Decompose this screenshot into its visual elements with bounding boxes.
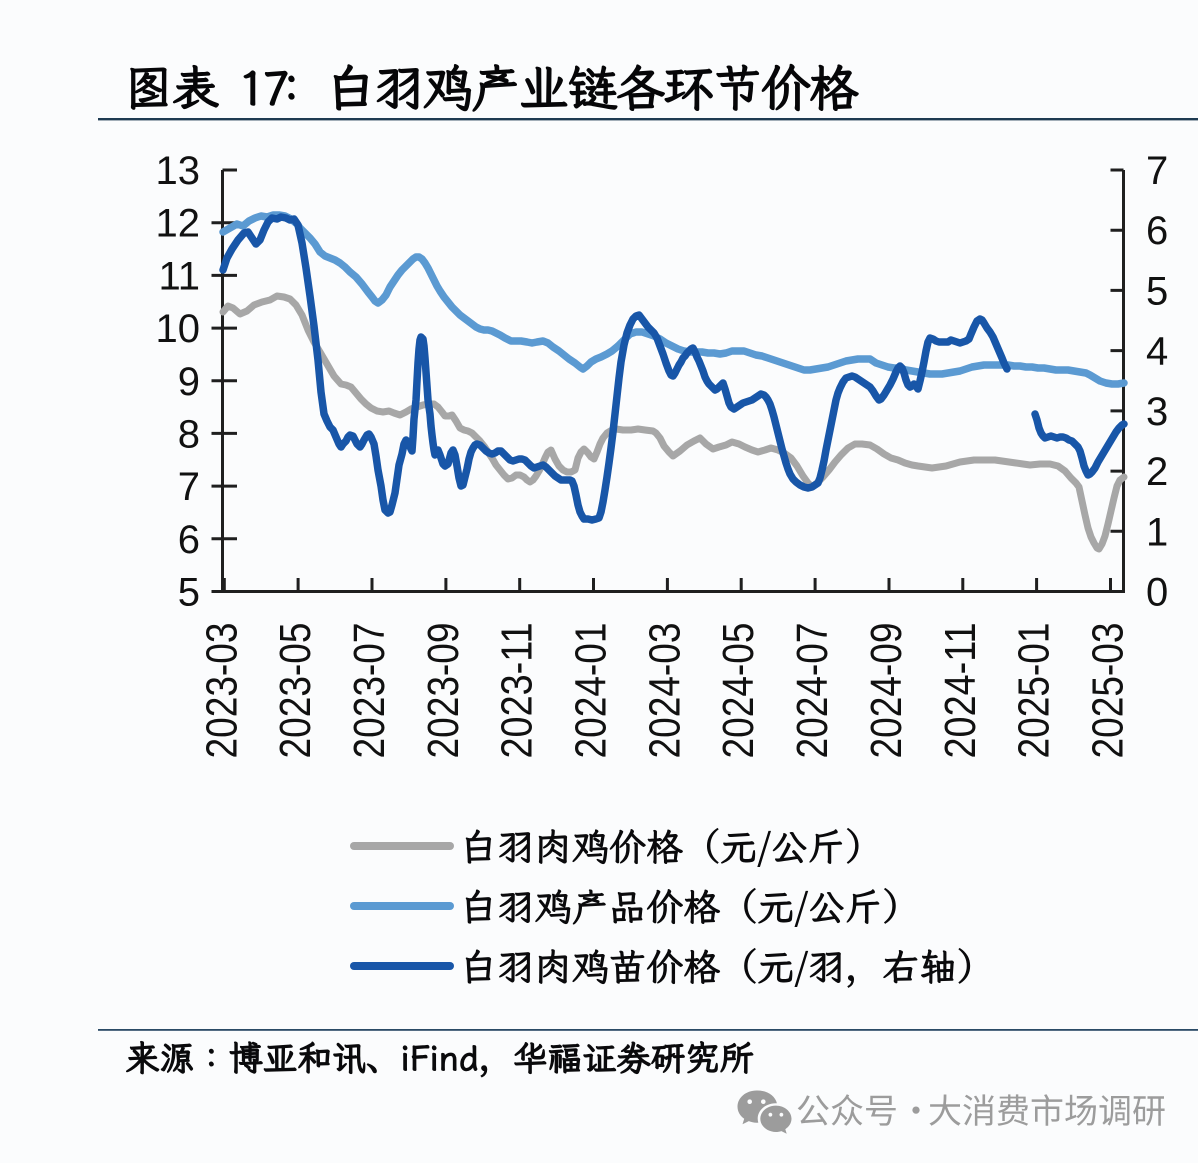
svg-text:10: 10 (156, 307, 201, 351)
svg-text:12: 12 (156, 202, 201, 246)
svg-text:5: 5 (1146, 269, 1168, 313)
svg-text:2023-09: 2023-09 (420, 623, 468, 759)
svg-text:11: 11 (158, 254, 200, 298)
svg-text:2: 2 (1146, 450, 1168, 494)
svg-text:2024-07: 2024-07 (789, 623, 837, 759)
svg-text:2025-03: 2025-03 (1085, 623, 1133, 759)
svg-text:8: 8 (178, 412, 200, 456)
svg-text:1: 1 (1146, 510, 1168, 554)
svg-text:2024-01: 2024-01 (568, 623, 616, 759)
svg-text:2023-07: 2023-07 (346, 623, 394, 759)
svg-text:0: 0 (1146, 571, 1168, 615)
svg-text:2024-05: 2024-05 (715, 623, 763, 759)
svg-text:13: 13 (156, 149, 201, 193)
svg-text:2023-11: 2023-11 (494, 623, 542, 759)
svg-text:6: 6 (178, 518, 200, 562)
svg-text:6: 6 (1146, 209, 1168, 253)
svg-text:2024-11: 2024-11 (937, 623, 985, 759)
svg-text:7: 7 (178, 465, 200, 509)
svg-text:2024-09: 2024-09 (863, 623, 911, 759)
svg-text:2023-03: 2023-03 (198, 623, 246, 759)
svg-text:3: 3 (1146, 390, 1168, 434)
svg-text:2023-05: 2023-05 (272, 623, 320, 759)
svg-text:7: 7 (1146, 149, 1168, 193)
svg-text:4: 4 (1146, 330, 1168, 374)
svg-text:2024-03: 2024-03 (641, 623, 689, 759)
svg-text:9: 9 (178, 360, 200, 404)
svg-text:5: 5 (178, 571, 200, 615)
svg-text:2025-01: 2025-01 (1011, 623, 1059, 759)
